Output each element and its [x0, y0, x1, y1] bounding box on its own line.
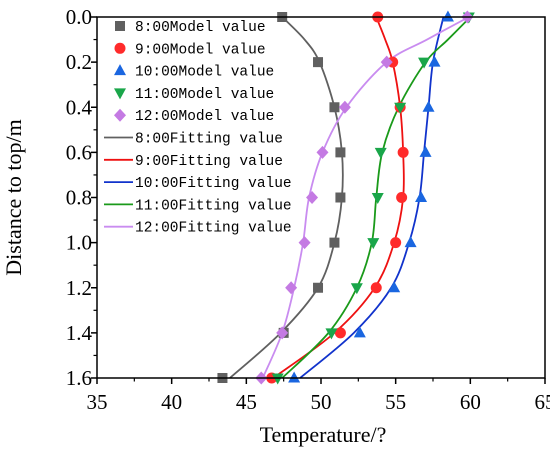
x-tick-label: 60 [460, 390, 481, 414]
legend-label: 11:00Model value [135, 87, 274, 103]
legend-label: 8:00Fitting value [135, 132, 283, 148]
model-point-1-3 [397, 146, 409, 158]
y-tick-label: 0.2 [66, 50, 92, 74]
model-point-2-0 [441, 10, 454, 22]
y-tick-label: 0.8 [66, 186, 92, 210]
x-tick-label: 65 [535, 390, 550, 414]
model-point-2-7 [353, 326, 366, 338]
x-tick-label: 55 [385, 390, 406, 414]
model-point-2-8 [288, 371, 301, 383]
legend-marker-0 [115, 21, 125, 31]
legend-label: 9:00Fitting value [135, 154, 283, 170]
model-point-3-4 [371, 193, 384, 204]
model-point-4-5 [298, 236, 311, 250]
y-tick-label: 0.6 [66, 140, 92, 164]
model-point-2-4 [415, 191, 428, 202]
model-point-2-1 [428, 55, 441, 67]
y-axis-title: Distance to top/m [1, 119, 26, 275]
legend-label: 8:00Model value [135, 20, 266, 36]
model-point-1-6 [370, 282, 382, 294]
x-tick-label: 40 [161, 390, 182, 414]
legend-label: 9:00Model value [135, 42, 266, 58]
model-point-0-4 [335, 192, 346, 203]
model-point-3-7 [325, 328, 338, 340]
model-point-2-3 [419, 145, 432, 157]
model-point-4-4 [306, 191, 319, 204]
x-axis-title: Temperature/? [260, 422, 387, 447]
legend-label: 11:00Fitting value [135, 198, 292, 214]
model-point-1-4 [396, 192, 408, 203]
model-point-4-1 [380, 55, 393, 69]
model-point-0-3 [335, 147, 346, 158]
model-point-4-3 [316, 145, 329, 159]
legend-marker-4 [114, 108, 126, 122]
model-point-3-1 [418, 57, 431, 69]
model-point-1-7 [334, 327, 346, 339]
y-tick-label: 1.2 [66, 276, 92, 300]
model-point-3-5 [367, 238, 380, 250]
model-point-0-2 [329, 102, 340, 113]
model-point-3-8 [271, 373, 284, 385]
model-point-2-2 [422, 100, 435, 112]
model-point-4-7 [276, 326, 289, 340]
legend-label: 12:00Fitting value [135, 221, 292, 237]
model-point-0-6 [313, 282, 324, 293]
model-point-1-5 [390, 237, 402, 249]
legend-label: 12:00Model value [135, 109, 274, 125]
model-point-2-6 [388, 281, 401, 293]
y-tick-label: 1.4 [66, 321, 93, 345]
fit-line-1 [272, 16, 405, 379]
y-tick-label: 0.0 [66, 5, 92, 29]
legend-marker-1 [114, 42, 126, 54]
model-point-3-2 [394, 102, 407, 114]
x-tick-label: 45 [236, 390, 257, 414]
x-tick-label: 50 [311, 390, 332, 414]
legend-label: 10:00Fitting value [135, 176, 292, 192]
model-point-4-6 [285, 281, 298, 295]
x-axis-ticks: 35 40 45 50 55 60 65 [87, 378, 550, 414]
model-point-3-6 [350, 283, 363, 295]
y-tick-label: 0.4 [66, 95, 93, 119]
model-point-2-5 [404, 236, 417, 248]
y-tick-label: 1.6 [66, 366, 92, 390]
model-point-4-2 [338, 100, 351, 114]
legend-label: 10:00Model value [135, 65, 274, 81]
fit-line-0 [229, 16, 344, 379]
legend-marker-3 [114, 88, 126, 100]
model-point-3-3 [374, 147, 387, 159]
legend-marker-2 [114, 64, 126, 76]
fit-line-4 [261, 16, 470, 379]
model-point-0-1 [313, 57, 324, 68]
legend: 8:00Model value 9:00Model value 10:00Model… [104, 20, 292, 237]
model-point-0-5 [329, 237, 340, 248]
x-tick-label: 35 [87, 390, 108, 414]
y-axis-ticks: 0.0 0.2 0.4 0.6 0.8 1.0 1.2 1.4 1.6 [66, 5, 97, 390]
y-tick-label: 1.0 [66, 231, 92, 255]
fit-line-3 [281, 16, 471, 379]
